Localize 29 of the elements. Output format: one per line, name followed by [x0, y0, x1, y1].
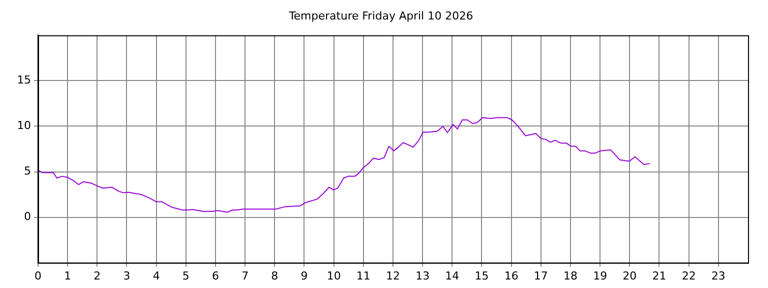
y-tick-label: 15	[16, 74, 31, 87]
x-tick-label: 20	[622, 269, 637, 282]
chart-title: Temperature Friday April 10 2026	[288, 9, 474, 22]
x-tick-label: 5	[182, 269, 190, 282]
x-tick-label: 8	[271, 269, 278, 282]
x-tick-label: 17	[534, 269, 548, 282]
x-tick-label: 12	[386, 269, 400, 282]
x-tick-label: 6	[212, 269, 219, 282]
x-tick-label: 7	[242, 269, 249, 282]
x-tick-label: 3	[123, 269, 130, 282]
x-tick-label: 14	[445, 269, 460, 282]
x-tick-label: 21	[652, 269, 666, 282]
x-tick-label: 18	[564, 269, 578, 282]
x-tick-label: 15	[474, 269, 489, 282]
y-tick-label: 5	[24, 164, 31, 178]
x-tick-label: 4	[152, 269, 160, 282]
x-tick-label: 1	[64, 269, 72, 282]
x-tick-label: 9	[300, 269, 308, 282]
x-tick-label: 13	[416, 269, 430, 282]
x-tick-label: 19	[593, 269, 608, 282]
x-tick-label: 0	[34, 269, 42, 282]
x-tick-label: 22	[682, 269, 696, 282]
x-tick-label: 11	[356, 269, 370, 282]
x-tick-label: 23	[711, 269, 726, 282]
y-tick-label: 10	[16, 119, 31, 132]
x-tick-label: 10	[326, 269, 341, 282]
y-tick-label: 0	[24, 210, 31, 224]
x-tick-label: 16	[504, 269, 518, 282]
x-tick-label: 2	[94, 269, 101, 282]
